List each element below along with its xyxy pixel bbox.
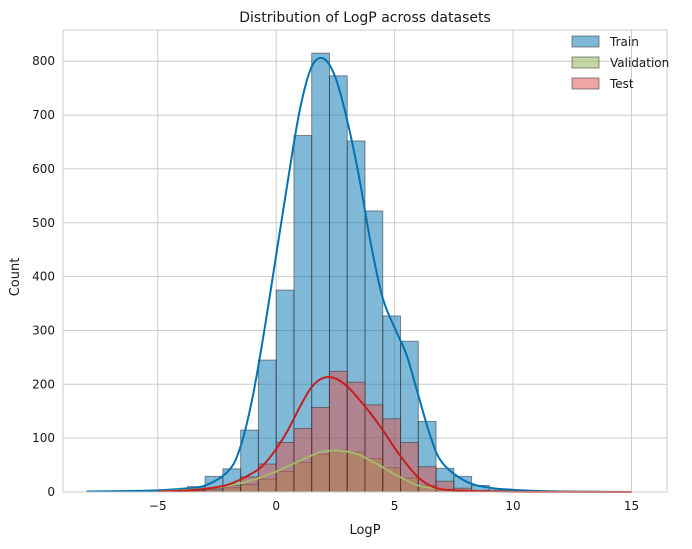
x-axis-label: LogP (349, 523, 380, 538)
y-axis-label: Count (8, 258, 23, 297)
axes: −5 0 5 10 15 0 100 200 300 400 500 600 700 800 (32, 29, 668, 513)
kde-line (157, 449, 514, 493)
kde-line (86, 56, 632, 493)
legend-swatch (571, 35, 600, 48)
histogram-bars (98, 52, 632, 493)
histogram-bar (346, 381, 366, 493)
y-tick-label: 700 (32, 108, 55, 122)
y-tick-label: 800 (32, 54, 55, 68)
x-tick-label: 0 (272, 499, 280, 513)
x-tick-label: 10 (505, 499, 520, 513)
legend: Train Validation Test (571, 35, 669, 91)
histogram-bar (328, 370, 348, 493)
y-tick-label: 300 (32, 323, 55, 337)
y-tick-label: 100 (32, 431, 55, 445)
x-tick-label: 5 (391, 499, 399, 513)
y-tick-label: 200 (32, 377, 55, 391)
y-tick-label: 600 (32, 162, 55, 176)
chart-title: Distribution of LogP across datasets (239, 10, 491, 26)
legend-swatch (571, 56, 600, 69)
histogram-bar (382, 418, 402, 493)
y-tick-label: 500 (32, 216, 55, 230)
y-tick-label: 400 (32, 270, 55, 284)
legend-label: Test (609, 77, 634, 91)
x-tick-label: −5 (149, 499, 167, 513)
legend-swatch (571, 77, 600, 90)
x-tick-label: 15 (624, 499, 639, 513)
legend-label: Validation (610, 56, 669, 70)
y-tick-label: 0 (47, 485, 55, 499)
plot-frame (62, 29, 668, 493)
legend-label: Train (609, 35, 639, 49)
histogram-bar (311, 406, 330, 493)
